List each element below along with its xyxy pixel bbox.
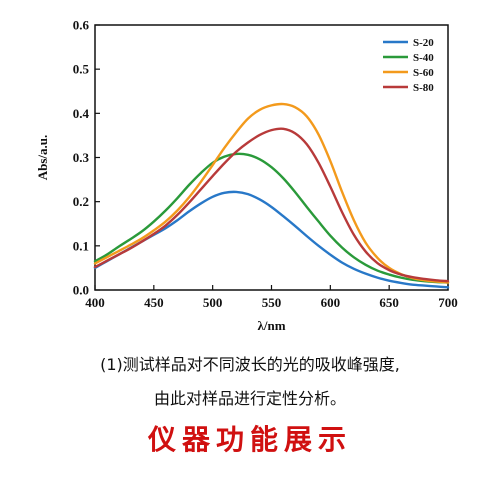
x-tick-label: 450 <box>144 295 164 310</box>
x-tick-label: 650 <box>379 295 399 310</box>
y-axis-label: Abs/a.u. <box>35 135 50 181</box>
x-tick-label: 400 <box>85 295 105 310</box>
y-tick-label: 0.2 <box>73 194 89 209</box>
y-tick-label: 0.6 <box>73 18 90 33</box>
legend-label-s-40: S-40 <box>413 52 434 64</box>
legend-label-s-80: S-80 <box>413 82 434 94</box>
x-tick-label: 500 <box>203 295 223 310</box>
x-tick-label: 600 <box>321 295 341 310</box>
y-tick-label: 0.5 <box>73 62 90 77</box>
caption-line-2: 由此对样品进行定性分析。 <box>153 389 346 408</box>
x-tick-label: 550 <box>262 295 282 310</box>
y-tick-label: 0.4 <box>73 106 90 121</box>
x-tick-label: 700 <box>438 295 458 310</box>
series-line-s-40 <box>93 152 450 284</box>
legend-label-s-20: S-20 <box>413 37 434 49</box>
series-line-s-60 <box>93 102 450 284</box>
y-tick-label: 0.3 <box>73 150 90 165</box>
caption: (1)测试样品对不同波长的光的吸收峰强度, 由此对样品进行定性分析。 <box>0 350 500 414</box>
chart-svg: 400 450 500 550 600 650 700 0.0 0.1 0.2 0.3 0.4 0.5 0… <box>35 18 458 334</box>
y-tick-label: 0.1 <box>73 238 89 253</box>
series-line-s-80 <box>93 127 450 283</box>
absorbance-chart: 400 450 500 550 600 650 700 0.0 0.1 0.2 0.3 0.4 0.5 0… <box>35 18 458 334</box>
x-axis-label: λ/nm <box>257 318 285 333</box>
legend-label-s-60: S-60 <box>413 67 434 79</box>
plot-frame <box>94 24 449 291</box>
banner-title: 仪器功能展示 <box>147 423 352 456</box>
caption-line-1: (1)测试样品对不同波长的光的吸收峰强度, <box>100 355 400 374</box>
y-tick-label: 0.0 <box>73 283 89 298</box>
